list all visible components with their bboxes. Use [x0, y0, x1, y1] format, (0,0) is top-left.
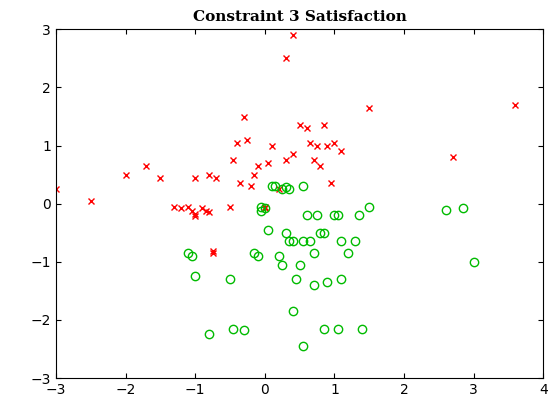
Title: Constraint 3 Satisfaction: Constraint 3 Satisfaction: [193, 10, 407, 24]
